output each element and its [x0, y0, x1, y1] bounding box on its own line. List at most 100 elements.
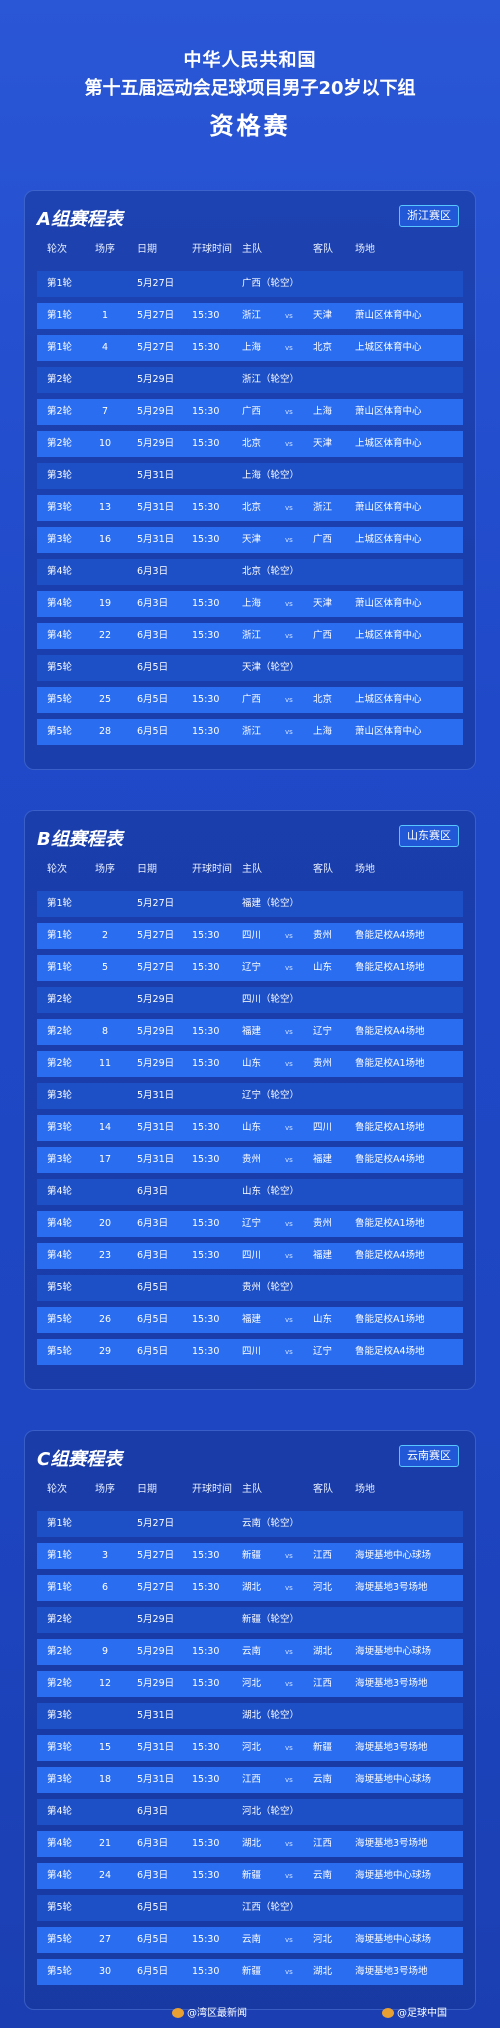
cell-match: 18 — [98, 1774, 112, 1785]
table-row: 第2轮 8 5月29日 15:30 福建 vs 辽宁 鲁能足校A4场地 — [37, 1019, 463, 1045]
table-row: 第1轮 3 5月27日 15:30 新疆 vs 江西 海埂基地中心球场 — [37, 1543, 463, 1569]
cell-round: 第4轮 — [47, 566, 73, 577]
cell-away: 云南 — [313, 1870, 333, 1881]
region-badge: 云南赛区 — [399, 1445, 459, 1467]
table-row: 第3轮 15 5月31日 15:30 河北 vs 新疆 海埂基地3号场地 — [37, 1735, 463, 1761]
cell-round: 第1轮 — [47, 342, 73, 353]
cell-date: 5月27日 — [137, 930, 175, 941]
cell-match: 26 — [98, 1314, 112, 1325]
cell-match: 16 — [98, 534, 112, 545]
watermark-1: @湾区最新闻 — [172, 2004, 247, 2019]
column-header: 场地 — [355, 864, 375, 875]
cell-away: 江西 — [313, 1678, 333, 1689]
column-header: 开球时间 — [192, 864, 232, 875]
cell-date: 6月5日 — [137, 1902, 169, 1913]
cell-vs: vs — [285, 728, 293, 736]
cell-date: 5月31日 — [137, 1710, 175, 1721]
cell-away: 四川 — [313, 1122, 333, 1133]
cell-home: 浙江 — [242, 310, 262, 321]
cell-vs: vs — [285, 1648, 293, 1656]
cell-date: 5月31日 — [137, 502, 175, 513]
column-header: 主队 — [242, 244, 262, 255]
cell-time: 15:30 — [192, 1026, 220, 1037]
cell-match: 8 — [101, 1026, 109, 1037]
table-row: 第3轮 5月31日 辽宁（轮空） — [37, 1083, 463, 1109]
cell-round: 第4轮 — [47, 1186, 73, 1197]
cell-date: 6月5日 — [137, 726, 169, 737]
cell-time: 15:30 — [192, 1346, 220, 1357]
cell-match: 3 — [101, 1550, 109, 1561]
cell-date: 6月3日 — [137, 1838, 169, 1849]
cell-home: 云南（轮空） — [242, 1518, 300, 1529]
column-header: 场序 — [95, 244, 115, 255]
table-row: 第5轮 25 6月5日 15:30 广西 vs 北京 上城区体育中心 — [37, 687, 463, 713]
cell-home: 新疆 — [242, 1870, 262, 1881]
weibo-icon — [382, 2008, 394, 2018]
cell-away: 湖北 — [313, 1966, 333, 1977]
cell-time: 15:30 — [192, 598, 220, 609]
poster-header: 中华人民共和国 第十五届运动会足球项目男子20岁以下组 资格赛 — [0, 0, 500, 170]
cell-match: 6 — [101, 1582, 109, 1593]
cell-away: 天津 — [313, 310, 333, 321]
cell-match: 19 — [98, 598, 112, 609]
cell-venue: 海埂基地中心球场 — [355, 1550, 432, 1561]
cell-date: 6月3日 — [137, 598, 169, 609]
cell-date: 5月29日 — [137, 1058, 175, 1069]
cell-time: 15:30 — [192, 1646, 220, 1657]
cell-venue: 海埂基地中心球场 — [355, 1774, 432, 1785]
cell-date: 6月3日 — [137, 630, 169, 641]
cell-vs: vs — [285, 1316, 293, 1324]
cell-date: 6月5日 — [137, 662, 169, 673]
cell-date: 6月3日 — [137, 1870, 169, 1881]
cell-home: 浙江 — [242, 630, 262, 641]
cell-match — [95, 1703, 115, 1729]
cell-vs: vs — [285, 1156, 293, 1164]
cell-time: 15:30 — [192, 1966, 220, 1977]
table-row: 第2轮 5月29日 新疆（轮空） — [37, 1607, 463, 1633]
cell-home: 广西 — [242, 694, 262, 705]
cell-date: 5月29日 — [137, 1026, 175, 1037]
cell-venue: 上城区体育中心 — [355, 630, 422, 641]
cell-date: 5月27日 — [137, 278, 175, 289]
cell-date: 5月29日 — [137, 1614, 175, 1625]
cell-away: 浙江 — [313, 502, 333, 513]
cell-date: 6月5日 — [137, 1934, 169, 1945]
cell-round: 第4轮 — [47, 598, 73, 609]
table-row: 第3轮 5月31日 湖北（轮空） — [37, 1703, 463, 1729]
cell-match — [95, 271, 115, 297]
cell-venue: 鲁能足校A4场地 — [355, 1154, 425, 1165]
cell-date: 5月29日 — [137, 1678, 175, 1689]
table-row: 第1轮 1 5月27日 15:30 浙江 vs 天津 萧山区体育中心 — [37, 303, 463, 329]
cell-date: 6月5日 — [137, 1966, 169, 1977]
cell-home: 天津（轮空） — [242, 662, 300, 673]
cell-home: 河北（轮空） — [242, 1806, 300, 1817]
cell-venue: 萧山区体育中心 — [355, 598, 422, 609]
cell-venue: 鲁能足校A1场地 — [355, 1218, 425, 1229]
cell-round: 第5轮 — [47, 1934, 73, 1945]
cell-home: 四川 — [242, 930, 262, 941]
cell-date: 6月3日 — [137, 566, 169, 577]
cell-vs: vs — [285, 408, 293, 416]
cell-vs: vs — [285, 1220, 293, 1228]
cell-vs: vs — [285, 536, 293, 544]
header-line-3: 资格赛 — [209, 112, 291, 140]
table-row: 第4轮 24 6月3日 15:30 新疆 vs 云南 海埂基地中心球场 — [37, 1863, 463, 1889]
cell-home: 北京（轮空） — [242, 566, 300, 577]
table-row: 第5轮 29 6月5日 15:30 四川 vs 辽宁 鲁能足校A4场地 — [37, 1339, 463, 1365]
cell-venue: 上城区体育中心 — [355, 438, 422, 449]
cell-match: 22 — [98, 630, 112, 641]
cell-round: 第3轮 — [47, 1710, 73, 1721]
cell-away: 福建 — [313, 1250, 333, 1261]
cell-date: 5月31日 — [137, 1154, 175, 1165]
table-row: 第4轮 6月3日 山东（轮空） — [37, 1179, 463, 1205]
cell-venue: 海埂基地中心球场 — [355, 1870, 432, 1881]
cell-time: 15:30 — [192, 1774, 220, 1785]
cell-match: 5 — [101, 962, 109, 973]
cell-away: 辽宁 — [313, 1346, 333, 1357]
cell-round: 第4轮 — [47, 1806, 73, 1817]
cell-venue: 海埂基地3号场地 — [355, 1966, 428, 1977]
cell-round: 第3轮 — [47, 1122, 73, 1133]
cell-vs: vs — [285, 1028, 293, 1036]
cell-time: 15:30 — [192, 310, 220, 321]
cell-home: 四川 — [242, 1250, 262, 1261]
